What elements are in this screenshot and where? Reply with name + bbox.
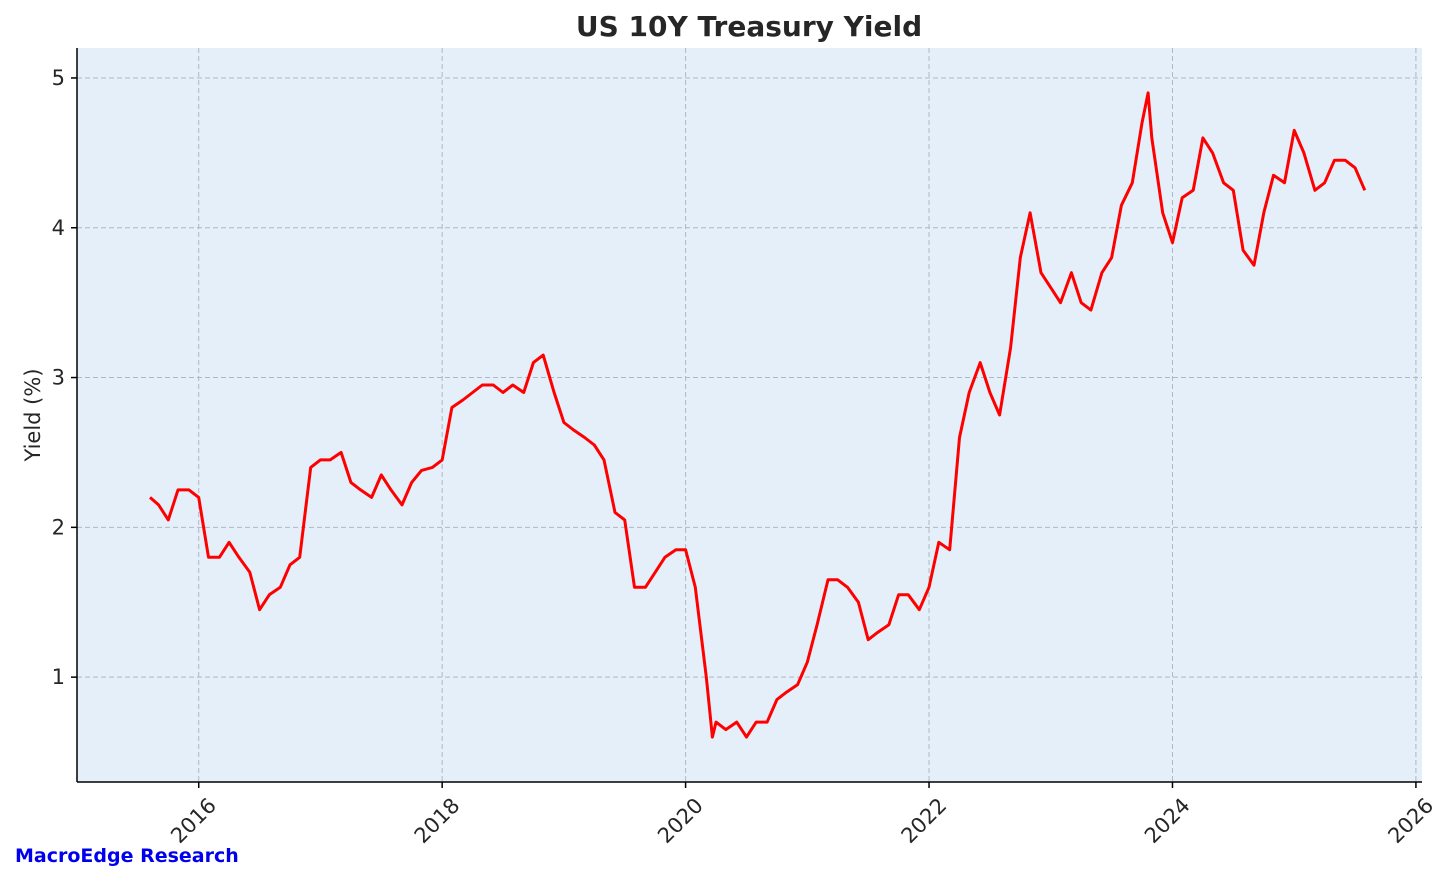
- axes: [71, 48, 1422, 788]
- watermark-label: MacroEdge Research: [15, 845, 239, 867]
- plot-area: [77, 48, 1422, 782]
- chart-title: US 10Y Treasury Yield: [576, 10, 922, 43]
- y-tick-label: 1: [52, 665, 65, 689]
- yield-series-line: [149, 91, 1367, 739]
- y-tick-label: 4: [52, 216, 65, 240]
- y-tick-label: 3: [52, 366, 65, 390]
- x-tick-label: 2018: [410, 793, 465, 848]
- x-tick-label: 2016: [166, 793, 221, 848]
- y-tick-label: 5: [52, 66, 65, 90]
- y-tick-label: 2: [52, 515, 65, 539]
- x-tick-label: 2020: [653, 793, 708, 848]
- y-axis-label: Yield (%): [21, 368, 45, 462]
- x-tick-label: 2026: [1383, 793, 1438, 848]
- x-tick-label: 2022: [897, 793, 952, 848]
- grid-lines: [77, 48, 1422, 782]
- x-tick-label: 2024: [1140, 793, 1195, 848]
